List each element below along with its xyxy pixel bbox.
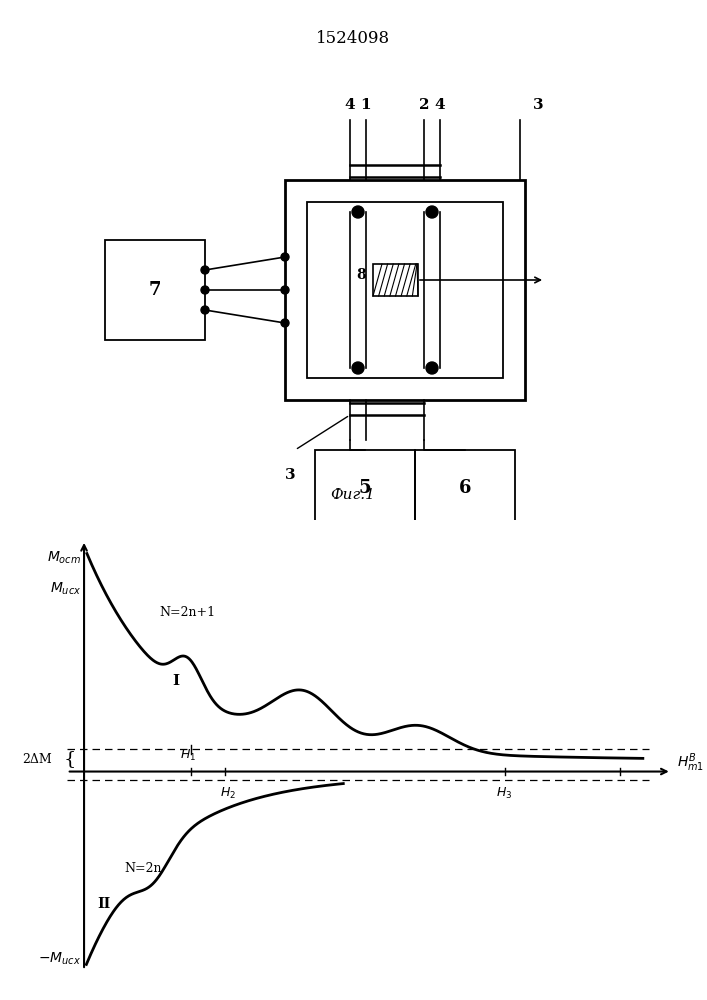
- Circle shape: [426, 362, 438, 374]
- Text: 4: 4: [345, 98, 356, 112]
- Text: $M_{ucx}$: $M_{ucx}$: [50, 580, 81, 597]
- Circle shape: [352, 206, 364, 218]
- Circle shape: [281, 319, 289, 327]
- Text: 3: 3: [285, 468, 296, 482]
- Text: 1524098: 1524098: [316, 30, 390, 47]
- Text: 7: 7: [148, 281, 161, 299]
- Circle shape: [352, 362, 364, 374]
- Circle shape: [201, 306, 209, 314]
- Circle shape: [426, 206, 438, 218]
- Text: 3: 3: [532, 98, 543, 112]
- Text: $H_1$: $H_1$: [180, 748, 196, 763]
- Text: {: {: [64, 750, 76, 768]
- Text: 1: 1: [361, 98, 371, 112]
- Bar: [307, 202, 503, 378]
- Text: 5: 5: [358, 479, 371, 497]
- Bar: [105, 240, 205, 340]
- Text: N=2n: N=2n: [124, 862, 162, 875]
- Bar: [373, 264, 418, 296]
- Text: 6: 6: [459, 479, 472, 497]
- Bar: [415, 450, 515, 525]
- Circle shape: [281, 253, 289, 261]
- Text: 2: 2: [419, 98, 429, 112]
- Text: 8: 8: [356, 268, 366, 282]
- Text: 2ΔM: 2ΔM: [23, 753, 52, 766]
- Text: I: I: [173, 674, 180, 688]
- Circle shape: [201, 266, 209, 274]
- Text: $H_{m1}^{B}$: $H_{m1}^{B}$: [677, 751, 705, 774]
- Bar: [285, 180, 525, 400]
- Text: II: II: [98, 897, 111, 911]
- Text: N=2n+1: N=2n+1: [159, 606, 215, 619]
- Text: $H_2$: $H_2$: [220, 786, 236, 801]
- Text: $-M_{ucx}$: $-M_{ucx}$: [38, 951, 81, 967]
- Text: $M_{ocm}$: $M_{ocm}$: [47, 549, 81, 566]
- Circle shape: [201, 286, 209, 294]
- Circle shape: [281, 286, 289, 294]
- Text: $H_3$: $H_3$: [496, 786, 513, 801]
- Bar: [315, 450, 415, 525]
- Text: Фиг.1: Фиг.1: [331, 488, 375, 502]
- Text: 4: 4: [435, 98, 445, 112]
